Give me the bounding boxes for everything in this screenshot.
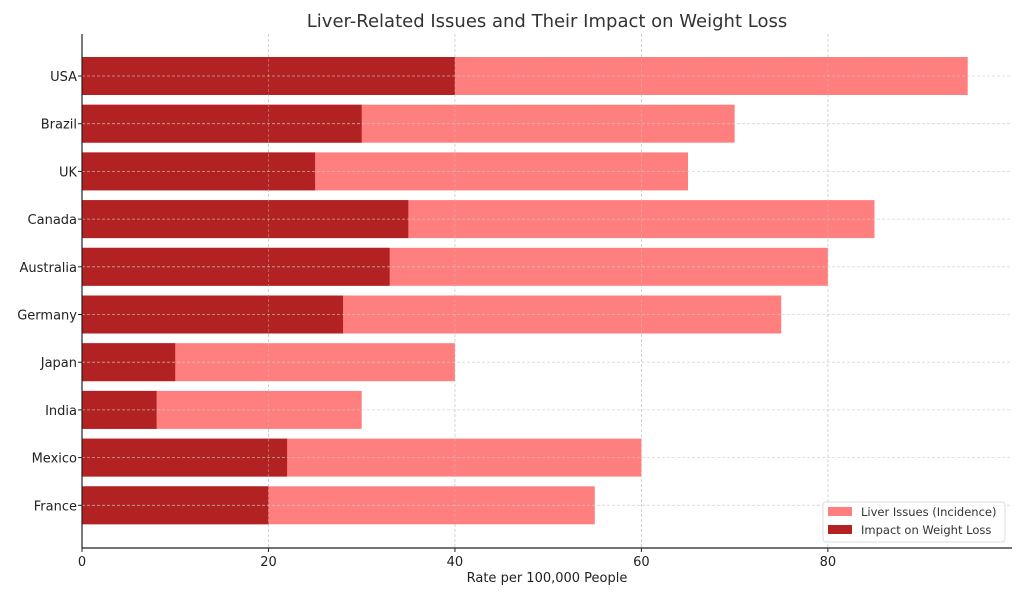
x-tick-label: 80 [820, 555, 837, 570]
y-tick-label: Canada [28, 213, 77, 228]
y-tick-label: India [45, 404, 77, 419]
bars [81, 34, 1012, 548]
axes [81, 34, 1012, 549]
y-tick-label: Japan [40, 356, 77, 371]
x-tick-labels: 0 20 40 60 80 [78, 548, 836, 570]
legend-label-incidence: Liver Issues (Incidence) [861, 505, 996, 519]
legend-label-impact: Impact on Weight Loss [861, 523, 991, 537]
y-tick-label: UK [59, 165, 78, 180]
y-tick-labels: USA Brazil UK Canada Australia Germany Japan In… [17, 70, 82, 514]
y-tick-label: Brazil [41, 118, 77, 133]
x-axis-label: Rate per 100,000 People [467, 571, 628, 586]
legend-swatch-impact [828, 525, 852, 534]
legend: Liver Issues (Incidence) Impact on Weight… [822, 501, 1006, 543]
legend-swatch-incidence [828, 507, 852, 516]
y-tick-label: Germany [17, 309, 77, 324]
y-tick-label: USA [50, 70, 77, 85]
x-tick-label: 60 [633, 555, 650, 570]
legend-box [822, 501, 1006, 543]
x-tick-label: 20 [260, 555, 277, 570]
y-tick-label: Mexico [32, 452, 77, 467]
x-tick-label: 0 [78, 555, 86, 570]
y-tick-label: France [34, 499, 77, 514]
y-tick-label: Australia [19, 261, 77, 276]
x-tick-label: 40 [447, 555, 464, 570]
chart-title: Liver-Related Issues and Their Impact on… [307, 11, 787, 32]
